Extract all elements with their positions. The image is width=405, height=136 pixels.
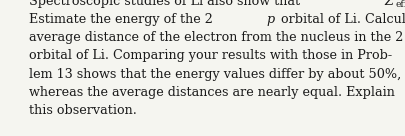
Text: Estimate the energy of the 2: Estimate the energy of the 2 bbox=[29, 13, 213, 26]
Text: orbital of Li. Calculate the: orbital of Li. Calculate the bbox=[276, 13, 405, 26]
Text: average distance of the electron from the nucleus in the 2: average distance of the electron from th… bbox=[29, 31, 403, 44]
Text: p: p bbox=[266, 13, 274, 26]
Text: Spectroscopic studies of Li also show that: Spectroscopic studies of Li also show th… bbox=[29, 0, 304, 8]
Text: whereas the average distances are nearly equal. Explain: whereas the average distances are nearly… bbox=[29, 86, 394, 99]
Text: Z: Z bbox=[383, 0, 392, 8]
Text: orbital of Li. Comparing your results with those in Prob-: orbital of Li. Comparing your results wi… bbox=[29, 49, 391, 62]
Text: lem 13 shows that the energy values differ by about 50%,: lem 13 shows that the energy values diff… bbox=[29, 68, 401, 81]
Text: this observation.: this observation. bbox=[29, 104, 137, 117]
Text: eff: eff bbox=[395, 0, 405, 9]
